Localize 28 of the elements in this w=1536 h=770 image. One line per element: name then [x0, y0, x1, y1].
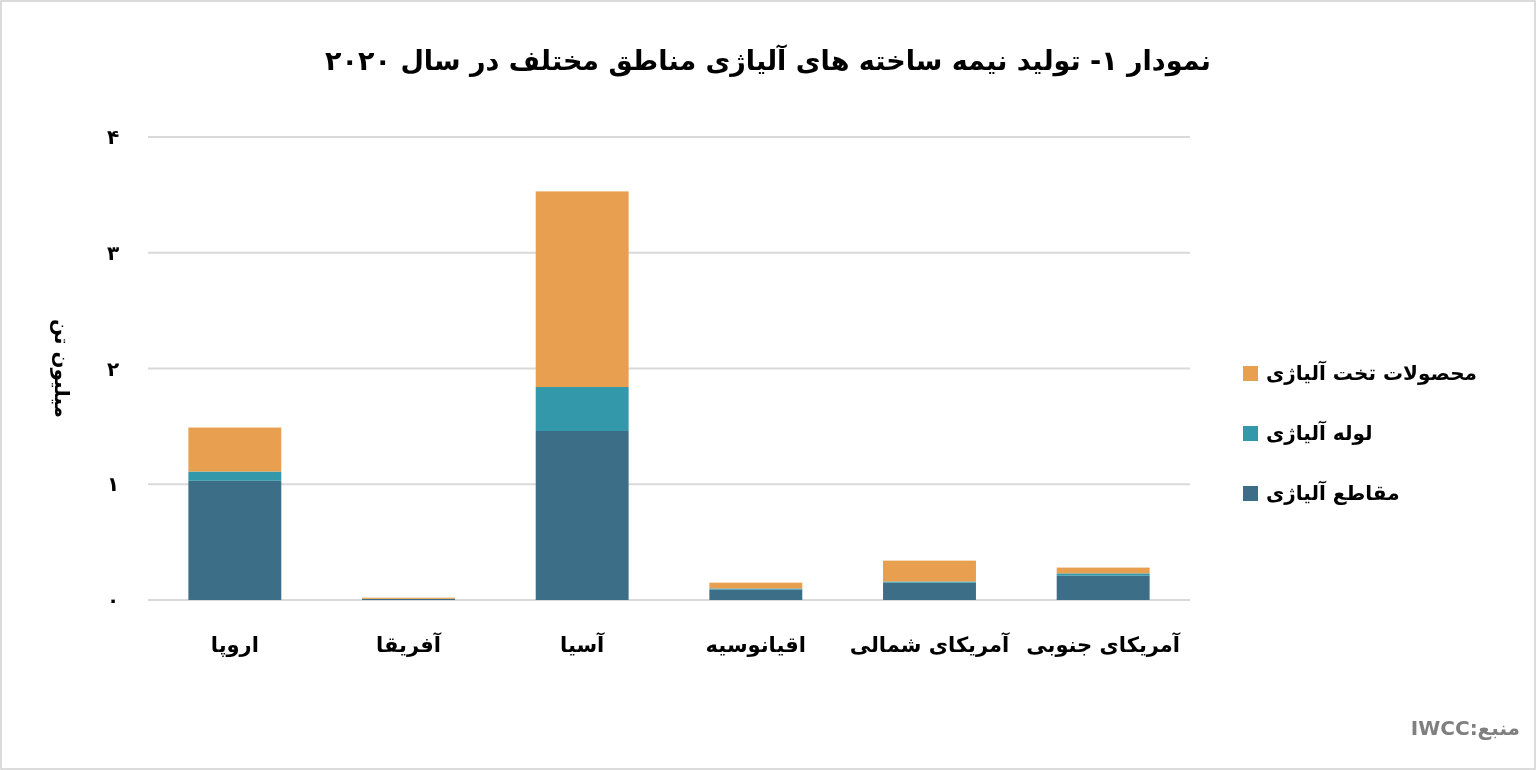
bar	[188, 427, 282, 472]
bar	[535, 387, 629, 432]
y-tick-label: ۲	[106, 356, 120, 381]
x-tick-label: آمریکای جنوبی	[1026, 632, 1181, 657]
bar	[535, 431, 629, 600]
y-tick-label: ۴	[106, 125, 120, 149]
y-axis-title: میلیون تن	[50, 319, 74, 418]
x-tick-label: اقیانوسیه	[705, 633, 807, 657]
legend-label: مقاطع آلیاژی	[1266, 480, 1400, 505]
legend-label: لوله آلیاژی	[1266, 420, 1373, 445]
bar	[535, 191, 629, 388]
x-tick-label: آمریکای شمالی	[849, 632, 1011, 657]
bar	[883, 560, 976, 582]
chart-title: نمودار ۱- تولید نیمه ساخته های آلیاژی مناطق مختلف در سال ۲۰۲۰	[325, 44, 1211, 77]
x-tick-label: اروپا	[210, 633, 259, 657]
bar	[883, 582, 976, 600]
bar	[188, 471, 282, 481]
bar	[1056, 575, 1150, 600]
text: منبع:IWCC	[1410, 716, 1520, 740]
y-tick-label: ۱	[106, 472, 120, 497]
legend-label: محصولات تخت آلیاژی	[1266, 360, 1477, 385]
bar	[1056, 573, 1150, 576]
x-tick-label: آفریقا	[376, 632, 442, 657]
bar	[188, 480, 282, 600]
bar	[709, 589, 803, 600]
y-tick-label: ۳	[106, 240, 120, 265]
y-tick-label: ۰	[106, 588, 120, 612]
x-tick-label: آسیا	[560, 632, 606, 657]
